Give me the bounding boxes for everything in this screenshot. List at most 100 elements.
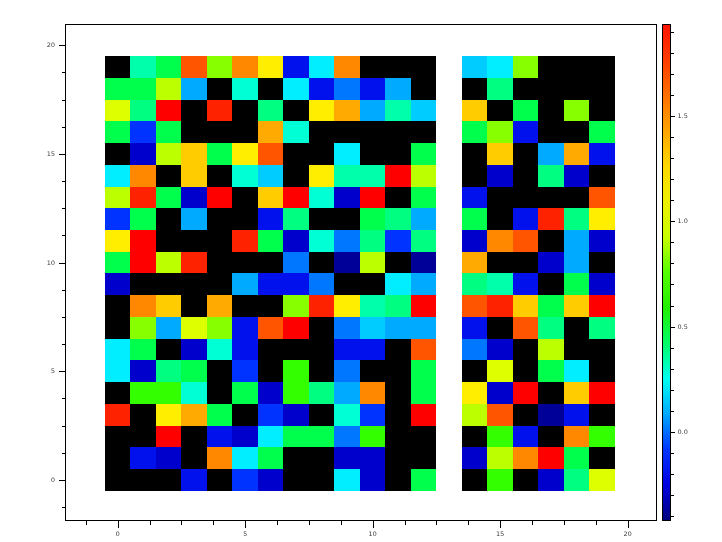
heatmap-cell: [487, 143, 513, 165]
heatmap-cell: [411, 426, 436, 447]
heatmap-cell: [283, 56, 309, 78]
x-tick-label: 5: [243, 530, 248, 538]
heatmap-cell: [334, 121, 360, 143]
heatmap-cell: [156, 295, 181, 317]
heatmap-cell: [105, 382, 130, 404]
heatmap-cell: [309, 317, 334, 339]
x-minor-tick: [595, 521, 597, 525]
heatmap-cell: [513, 230, 538, 252]
x-major-tick: [245, 521, 247, 528]
heatmap-cell: [385, 78, 411, 100]
heatmap-cell: [487, 230, 513, 252]
heatmap-cell: [513, 273, 538, 295]
colorbar-minor-tick: [670, 305, 674, 307]
colorbar-minor-tick: [670, 347, 674, 349]
heatmap-cell: [538, 208, 564, 230]
x-major-tick: [500, 521, 502, 528]
heatmap-cell: [258, 78, 283, 100]
heatmap-cell: [589, 317, 615, 339]
heatmap-cell: [105, 78, 130, 100]
heatmap-cell: [156, 426, 181, 447]
y-minor-tick: [61, 344, 65, 346]
heatmap-cell: [538, 426, 564, 447]
heatmap-cell: [334, 382, 360, 404]
heatmap-cell: [513, 187, 538, 208]
heatmap-cell: [334, 426, 360, 447]
colorbar-minor-tick: [670, 284, 674, 286]
heatmap-cell: [105, 100, 130, 121]
x-minor-tick: [404, 521, 406, 525]
heatmap-cell: [360, 382, 385, 404]
heatmap-cell: [360, 273, 385, 295]
heatmap-cell: [462, 230, 487, 252]
heatmap-cell: [513, 100, 538, 121]
heatmap-cell: [538, 339, 564, 360]
heatmap-cell: [411, 447, 436, 469]
x-minor-tick: [149, 521, 151, 525]
heatmap-cell: [589, 252, 615, 273]
heatmap-cell: [334, 78, 360, 100]
heatmap-cell: [334, 295, 360, 317]
heatmap-cell: [130, 426, 156, 447]
colorbar-major-tick: [670, 431, 675, 433]
heatmap-cell: [513, 121, 538, 143]
heatmap-cell: [589, 100, 615, 121]
heatmap-cell: [130, 382, 156, 404]
heatmap-cell: [411, 360, 436, 382]
heatmap-cell: [462, 295, 487, 317]
heatmap-cell: [513, 447, 538, 469]
heatmap-cell: [105, 56, 130, 78]
heatmap-cell: [334, 252, 360, 273]
heatmap-cell: [462, 121, 487, 143]
heatmap-cell: [130, 339, 156, 360]
heatmap-cell: [309, 360, 334, 382]
heatmap-cell: [207, 317, 232, 339]
heatmap-cell: [283, 339, 309, 360]
colorbar-minor-tick: [670, 368, 674, 370]
heatmap-cell: [487, 78, 513, 100]
y-minor-tick: [61, 316, 65, 318]
heatmap-cell: [334, 100, 360, 121]
heatmap-cell: [309, 78, 334, 100]
heatmap-cell: [258, 56, 283, 78]
y-major-tick: [58, 480, 65, 481]
heatmap-cell: [462, 447, 487, 469]
heatmap-cell: [462, 78, 487, 100]
heatmap-cell: [283, 404, 309, 426]
heatmap-cell: [105, 165, 130, 187]
heatmap-cell: [283, 165, 309, 187]
heatmap-cell: [156, 143, 181, 165]
heatmap-cell: [207, 187, 232, 208]
heatmap-cell: [207, 447, 232, 469]
heatmap-cell: [156, 360, 181, 382]
heatmap-cell: [589, 469, 615, 491]
heatmap-cell: [462, 143, 487, 165]
heatmap-cell: [487, 121, 513, 143]
heatmap-cell: [487, 100, 513, 121]
heatmap-cell: [283, 208, 309, 230]
heatmap-cell: [156, 404, 181, 426]
heatmap-cell: [283, 121, 309, 143]
x-minor-tick: [436, 521, 438, 525]
heatmap-cell: [105, 252, 130, 273]
heatmap-cell: [538, 100, 564, 121]
heatmap-cell: [360, 78, 385, 100]
heatmap-cell: [207, 360, 232, 382]
heatmap-cell: [181, 273, 207, 295]
colorbar-minor-tick: [670, 494, 674, 496]
heatmap-cell: [360, 143, 385, 165]
heatmap-cell: [487, 426, 513, 447]
heatmap-cell: [181, 382, 207, 404]
heatmap-cell: [360, 230, 385, 252]
heatmap-cell: [513, 165, 538, 187]
heatmap-cell: [538, 447, 564, 469]
heatmap-cell: [385, 165, 411, 187]
heatmap-cell: [283, 426, 309, 447]
heatmap-cell: [156, 78, 181, 100]
y-major-tick: [58, 45, 65, 47]
heatmap-cell: [105, 360, 130, 382]
heatmap-cell: [258, 426, 283, 447]
heatmap-cell: [156, 230, 181, 252]
heatmap-cell: [334, 165, 360, 187]
heatmap-cell: [513, 56, 538, 78]
